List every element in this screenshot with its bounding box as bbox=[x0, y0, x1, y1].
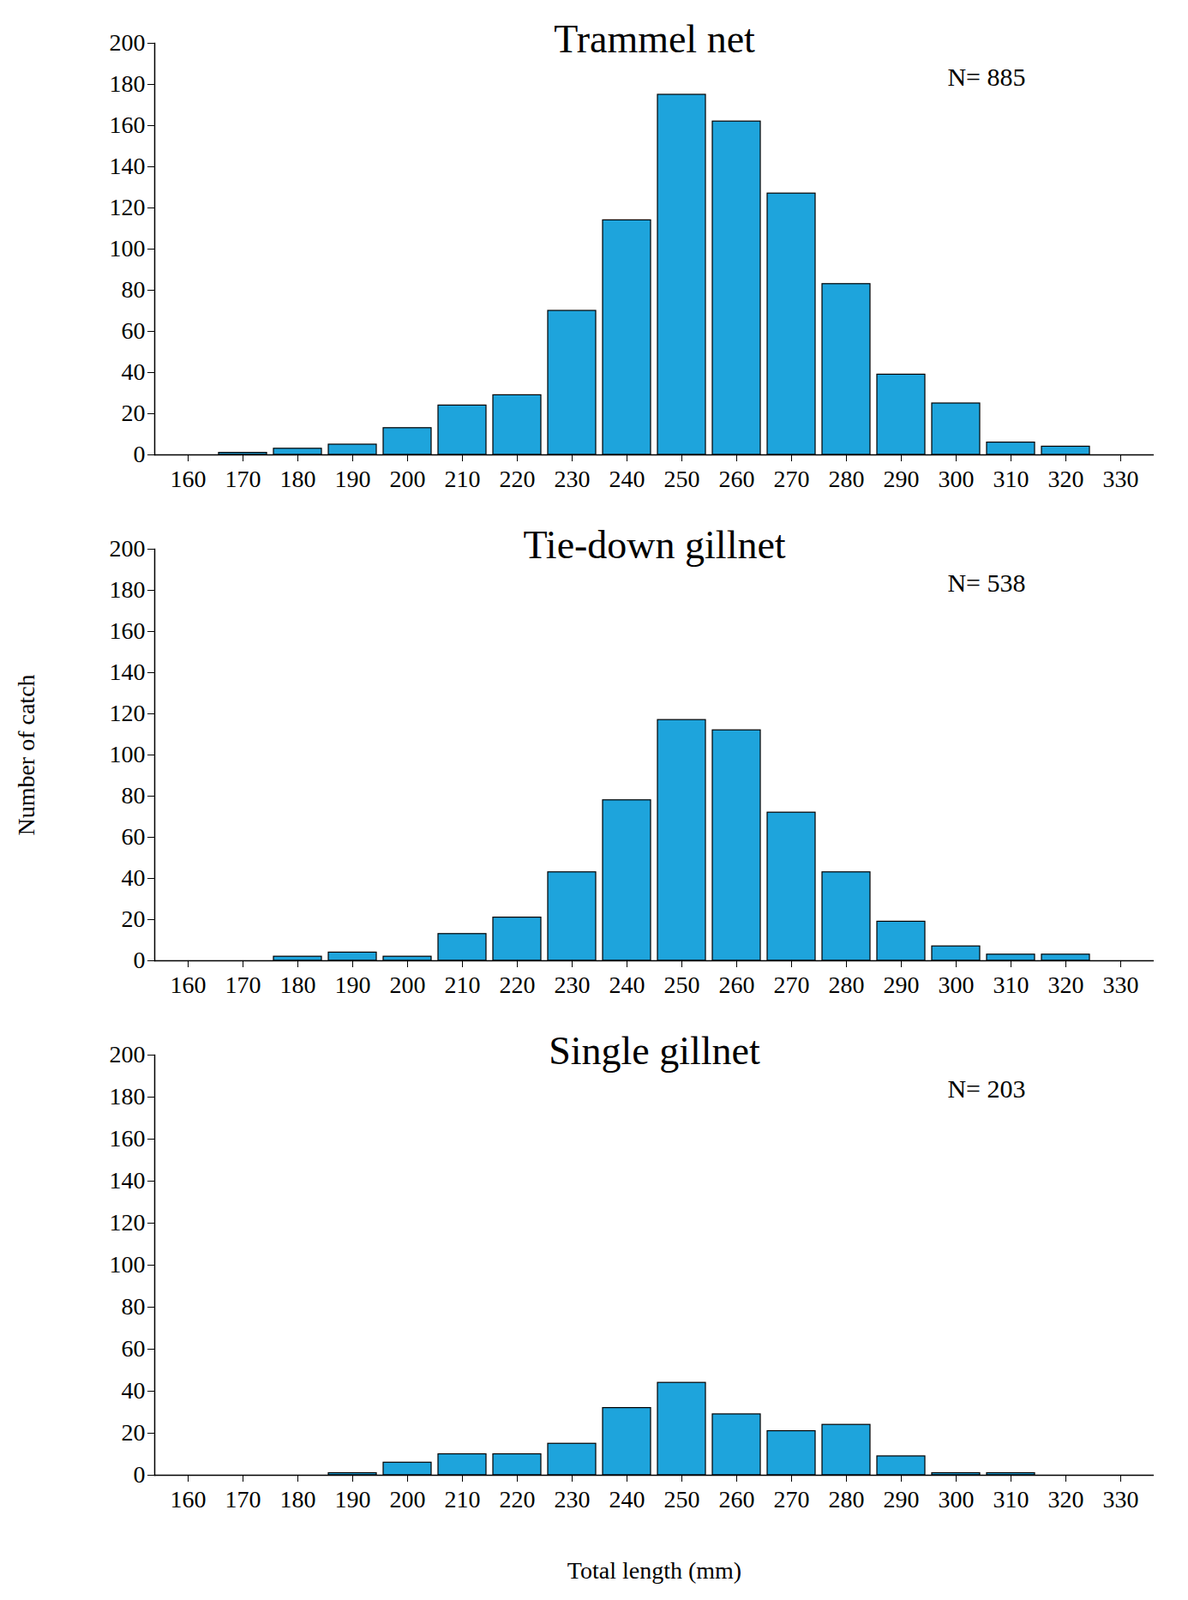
svg-text:210: 210 bbox=[444, 971, 481, 998]
svg-text:280: 280 bbox=[828, 971, 865, 998]
svg-text:100: 100 bbox=[109, 740, 146, 768]
svg-text:160: 160 bbox=[109, 1124, 146, 1152]
svg-text:0: 0 bbox=[133, 946, 146, 973]
svg-text:180: 180 bbox=[109, 1082, 146, 1110]
svg-text:80: 80 bbox=[121, 1292, 146, 1320]
svg-text:320: 320 bbox=[1048, 465, 1085, 492]
svg-text:40: 40 bbox=[121, 1376, 146, 1404]
svg-text:200: 200 bbox=[109, 534, 146, 562]
svg-text:140: 140 bbox=[109, 152, 146, 180]
svg-text:N= 203: N= 203 bbox=[947, 1074, 1026, 1103]
svg-text:100: 100 bbox=[109, 1250, 146, 1278]
svg-text:Single gillnet: Single gillnet bbox=[548, 1028, 761, 1073]
svg-text:60: 60 bbox=[121, 822, 146, 850]
svg-text:120: 120 bbox=[109, 699, 146, 726]
svg-text:230: 230 bbox=[554, 465, 591, 492]
svg-text:210: 210 bbox=[444, 465, 481, 492]
svg-text:170: 170 bbox=[225, 465, 262, 492]
svg-text:180: 180 bbox=[109, 70, 146, 97]
svg-text:140: 140 bbox=[109, 1166, 146, 1194]
svg-text:0: 0 bbox=[133, 440, 146, 468]
svg-text:120: 120 bbox=[109, 193, 146, 221]
svg-text:200: 200 bbox=[390, 1485, 426, 1512]
svg-text:140: 140 bbox=[109, 658, 146, 685]
svg-text:180: 180 bbox=[280, 465, 317, 492]
svg-text:160: 160 bbox=[170, 971, 207, 998]
svg-text:190: 190 bbox=[335, 1485, 372, 1512]
svg-text:60: 60 bbox=[121, 317, 146, 344]
svg-text:160: 160 bbox=[170, 1485, 207, 1512]
svg-text:260: 260 bbox=[719, 465, 756, 492]
svg-text:220: 220 bbox=[499, 971, 536, 998]
svg-text:300: 300 bbox=[938, 971, 975, 998]
svg-text:300: 300 bbox=[938, 1485, 975, 1512]
svg-text:190: 190 bbox=[335, 465, 372, 492]
svg-text:160: 160 bbox=[170, 465, 207, 492]
svg-text:100: 100 bbox=[109, 234, 146, 262]
svg-text:310: 310 bbox=[993, 1485, 1030, 1512]
svg-text:200: 200 bbox=[390, 971, 426, 998]
svg-text:Total length (mm): Total length (mm) bbox=[567, 1556, 742, 1584]
svg-text:270: 270 bbox=[774, 1485, 810, 1512]
svg-text:80: 80 bbox=[121, 276, 146, 303]
svg-text:200: 200 bbox=[109, 29, 146, 56]
svg-text:240: 240 bbox=[609, 1485, 646, 1512]
svg-text:200: 200 bbox=[109, 1040, 146, 1068]
svg-text:320: 320 bbox=[1048, 1485, 1085, 1512]
svg-text:N= 885: N= 885 bbox=[947, 62, 1026, 91]
svg-text:20: 20 bbox=[121, 399, 146, 426]
svg-text:280: 280 bbox=[828, 1485, 865, 1512]
svg-text:240: 240 bbox=[609, 971, 646, 998]
svg-text:230: 230 bbox=[554, 971, 591, 998]
svg-text:Number of catch: Number of catch bbox=[12, 673, 40, 835]
svg-text:320: 320 bbox=[1048, 971, 1085, 998]
svg-text:260: 260 bbox=[719, 1485, 756, 1512]
svg-text:300: 300 bbox=[938, 465, 975, 492]
svg-text:250: 250 bbox=[664, 971, 701, 998]
svg-text:260: 260 bbox=[719, 971, 756, 998]
svg-text:160: 160 bbox=[109, 111, 146, 138]
svg-text:310: 310 bbox=[993, 465, 1030, 492]
svg-text:40: 40 bbox=[121, 358, 146, 385]
svg-text:310: 310 bbox=[993, 971, 1030, 998]
svg-text:0: 0 bbox=[133, 1460, 146, 1488]
svg-text:210: 210 bbox=[444, 1485, 481, 1512]
svg-text:240: 240 bbox=[609, 465, 646, 492]
svg-text:180: 180 bbox=[280, 1485, 317, 1512]
svg-text:20: 20 bbox=[121, 1418, 146, 1446]
svg-text:60: 60 bbox=[121, 1334, 146, 1362]
svg-text:330: 330 bbox=[1103, 971, 1140, 998]
svg-text:290: 290 bbox=[883, 465, 920, 492]
svg-text:250: 250 bbox=[664, 1485, 701, 1512]
svg-text:220: 220 bbox=[499, 1485, 536, 1512]
svg-text:80: 80 bbox=[121, 781, 146, 809]
svg-text:Tie-down gillnet: Tie-down gillnet bbox=[522, 522, 786, 567]
svg-text:160: 160 bbox=[109, 617, 146, 644]
svg-text:170: 170 bbox=[225, 1485, 262, 1512]
svg-text:180: 180 bbox=[280, 971, 317, 998]
svg-text:290: 290 bbox=[883, 1485, 920, 1512]
svg-text:280: 280 bbox=[828, 465, 865, 492]
svg-text:250: 250 bbox=[664, 465, 701, 492]
svg-text:270: 270 bbox=[774, 465, 810, 492]
svg-text:270: 270 bbox=[774, 971, 810, 998]
svg-text:170: 170 bbox=[225, 971, 262, 998]
svg-text:40: 40 bbox=[121, 864, 146, 891]
svg-text:220: 220 bbox=[499, 465, 536, 492]
svg-text:120: 120 bbox=[109, 1208, 146, 1236]
svg-text:190: 190 bbox=[335, 971, 372, 998]
svg-text:330: 330 bbox=[1103, 465, 1140, 492]
svg-text:N= 538: N= 538 bbox=[947, 568, 1026, 597]
svg-text:330: 330 bbox=[1103, 1485, 1140, 1512]
svg-text:180: 180 bbox=[109, 576, 146, 603]
svg-text:290: 290 bbox=[883, 971, 920, 998]
svg-text:230: 230 bbox=[554, 1485, 591, 1512]
svg-text:Trammel net: Trammel net bbox=[553, 17, 756, 61]
svg-text:20: 20 bbox=[121, 905, 146, 932]
svg-text:200: 200 bbox=[390, 465, 426, 492]
